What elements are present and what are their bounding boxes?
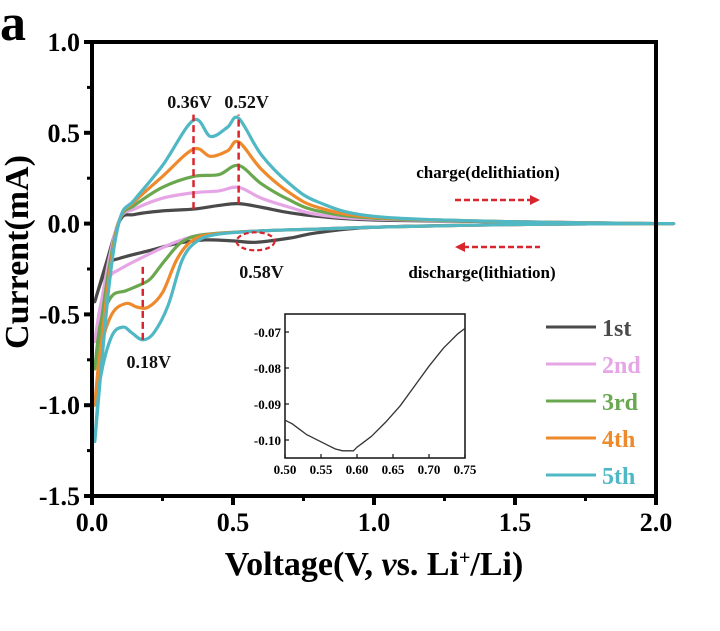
inset-x-tick-label: 0.60 <box>346 462 369 477</box>
inset-x-tick-label: 0.65 <box>382 462 405 477</box>
peak-circle-0.58V <box>235 231 276 252</box>
x-tick-label: 0.5 <box>217 508 250 537</box>
peak-label: 0.36V <box>167 92 212 112</box>
y-tick-label: -0.5 <box>39 300 80 329</box>
axes-group: 0.0 0.5 1.0 1.5 2.0 1.0 0.5 0.0 -0.5 -1.0 -1.5 <box>39 28 672 537</box>
inset-x-tick-label: 0.70 <box>418 462 441 477</box>
cv-curve-5th <box>93 115 676 444</box>
panel-label: a <box>0 0 26 52</box>
arrow-label-charge: charge(delithiation) <box>416 163 560 182</box>
inset-frame <box>284 313 466 459</box>
inset-x-tick-label: 0.50 <box>274 462 297 477</box>
x-tick-label: 1.0 <box>358 508 391 537</box>
y-tick-label: 1.0 <box>48 28 81 57</box>
legend-label-1st: 1st <box>602 316 631 342</box>
legend-label-4th: 4th <box>602 427 635 453</box>
inset-chart: 0.50 0.55 0.60 0.65 0.70 0.75 -0.07 -0.08 -0.09 -… <box>254 313 477 477</box>
y-axis-label: Current(mA) <box>0 155 36 349</box>
legend: 1st 2nd 3rd 4th 5th <box>546 316 641 490</box>
peak-label: 0.52V <box>224 92 269 112</box>
discharge-arrow-head <box>455 242 465 252</box>
inset-x-tick-label: 0.75 <box>454 462 477 477</box>
y-tick-label: -1.5 <box>39 482 80 511</box>
x-tick-label: 1.5 <box>499 508 532 537</box>
inset-y-tick-label: -0.07 <box>254 325 282 340</box>
inset-y-tick-label: -0.08 <box>254 361 282 376</box>
y-tick-label: -1.0 <box>39 391 80 420</box>
legend-label-5th: 5th <box>602 464 635 490</box>
inset-y-tick-label: -0.09 <box>254 397 282 412</box>
x-tick-label: 2.0 <box>640 508 673 537</box>
annotations-group: 0.36V 0.52V 0.18V 0.58V <box>127 92 540 372</box>
x-tick-label: 0.0 <box>76 508 109 537</box>
inset-x-tick-label: 0.55 <box>310 462 333 477</box>
inset-y-tick-label: -0.10 <box>254 433 281 448</box>
x-axis-label: Voltage(V, vs. Li+/Li) <box>225 546 524 583</box>
curves-group <box>93 115 676 444</box>
arrow-label-discharge: discharge(lithiation) <box>408 263 555 282</box>
y-tick-label: 0.5 <box>48 119 81 148</box>
inset-curve <box>284 327 466 452</box>
legend-label-2nd: 2nd <box>602 353 641 379</box>
legend-label-3rd: 3rd <box>602 390 639 416</box>
peak-label: 0.58V <box>239 262 284 282</box>
peak-label: 0.18V <box>127 352 172 372</box>
y-tick-label: 0.0 <box>48 210 81 239</box>
charge-arrow-head <box>530 195 540 205</box>
